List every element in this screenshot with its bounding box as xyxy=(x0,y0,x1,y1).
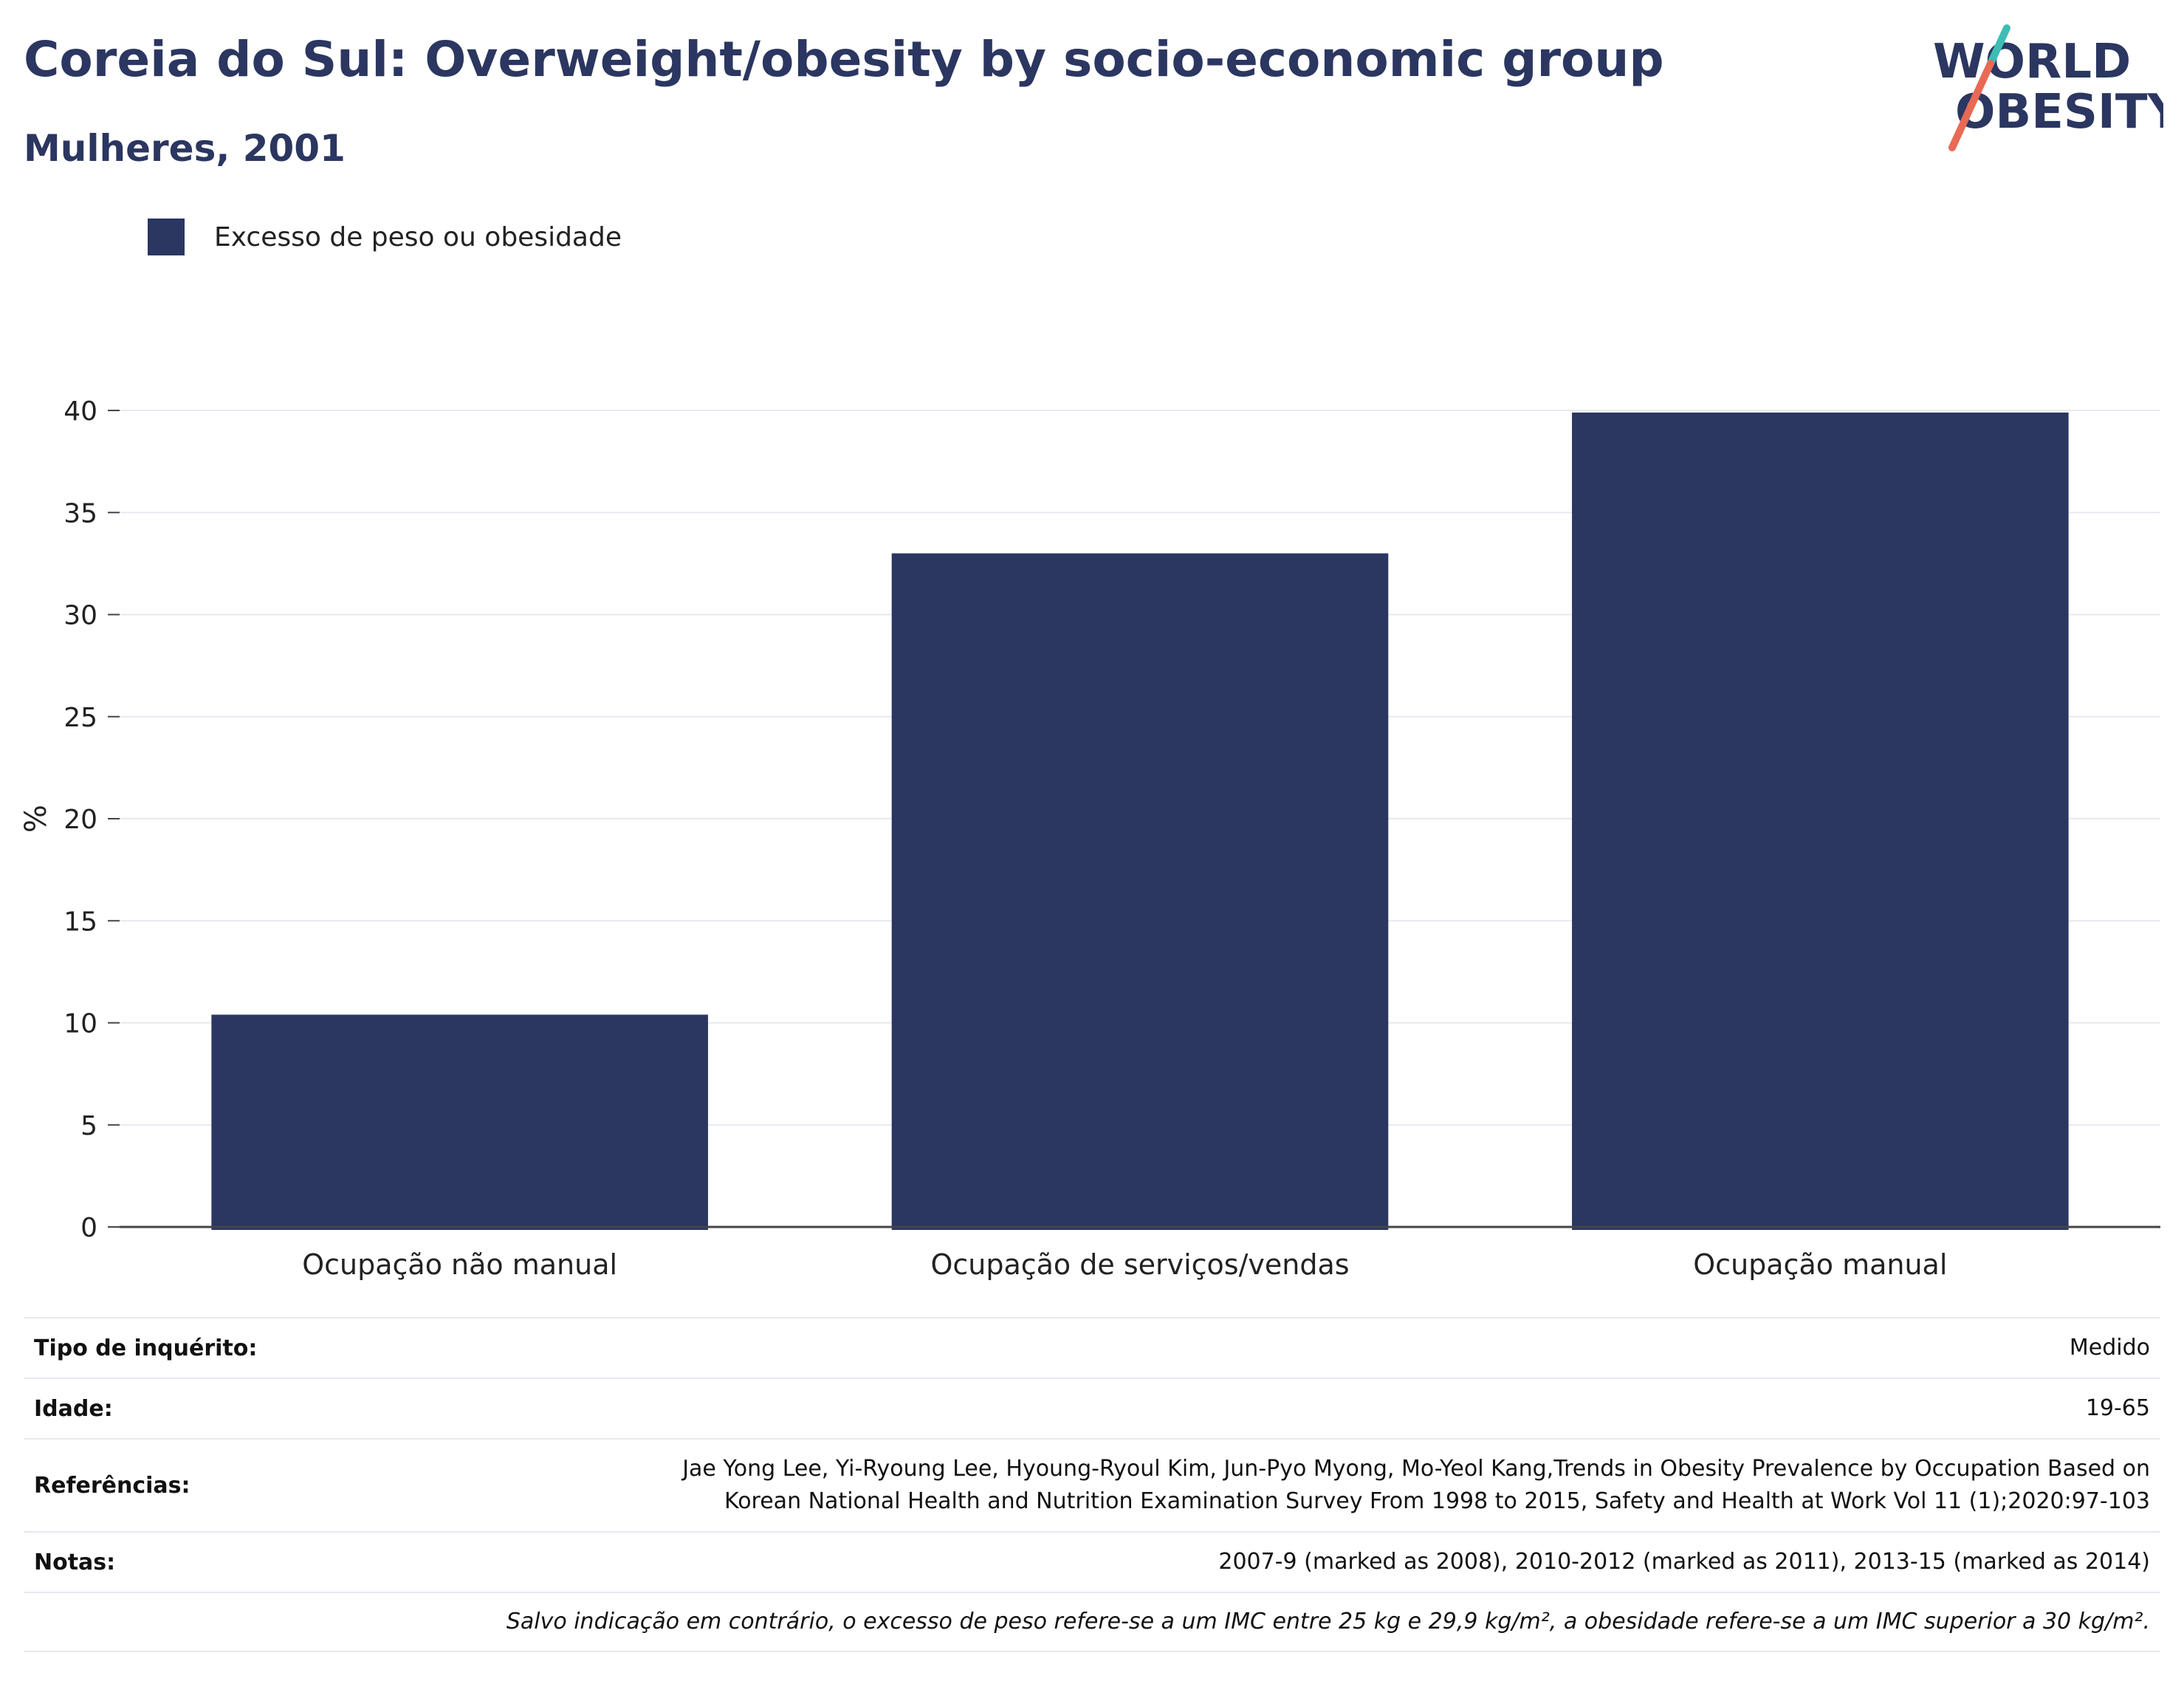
survey-label: Tipo de inquérito: xyxy=(34,1335,258,1361)
references-label: Referências: xyxy=(34,1472,190,1499)
legend-swatch xyxy=(148,219,185,255)
info-table: Tipo de inquérito: Medido Idade: 19-65 R… xyxy=(24,1317,2160,1652)
chart-title: Coreia do Sul: Overweight/obesity by soc… xyxy=(24,31,1664,88)
y-tick-label: 20 xyxy=(63,805,97,835)
bar xyxy=(1572,412,2069,1230)
chart-legend: Excesso de peso ou obesidade xyxy=(148,219,622,255)
logo-word-obesity: OBESITY xyxy=(1955,85,2163,140)
y-tick-label: 5 xyxy=(80,1111,97,1141)
notes-value: 2007-9 (marked as 2008), 2010-2012 (mark… xyxy=(1218,1549,2150,1575)
x-tick-labels: Ocupação não manual Ocupação de serviços/… xyxy=(302,1248,1947,1281)
logo-slash-teal xyxy=(1987,24,2010,67)
references-value: Jae Yong Lee, Yi-Ryoung Lee, Hyoung-Ryou… xyxy=(682,1453,2150,1518)
footnote-text: Salvo indicação em contrário, o excesso … xyxy=(506,1609,2150,1634)
bars xyxy=(211,412,2069,1230)
chart-subtitle: Mulheres, 2001 xyxy=(24,127,346,170)
y-axis-label: % xyxy=(19,805,53,833)
y-tick-label: 30 xyxy=(63,601,97,631)
info-row-age: Idade: 19-65 xyxy=(24,1378,2160,1438)
info-row-footnote: Salvo indicação em contrário, o excesso … xyxy=(24,1592,2160,1652)
logo-word-world: WORLD xyxy=(1933,35,2131,89)
age-label: Idade: xyxy=(34,1395,113,1422)
reference-line-2: Korean National Health and Nutrition Exa… xyxy=(724,1488,2150,1514)
reference-line-1: Jae Yong Lee, Yi-Ryoung Lee, Hyoung-Ryou… xyxy=(682,1456,2150,1482)
x-tick-label: Ocupação de serviços/vendas xyxy=(930,1248,1349,1281)
world-obesity-logo: WORLD OBESITY xyxy=(1933,24,2163,151)
y-tick-labels: 0 5 10 15 20 25 30 35 40 xyxy=(63,396,97,1243)
y-tick-label: 40 xyxy=(63,396,97,427)
y-tick-label: 0 xyxy=(80,1213,97,1243)
info-row-references: Referências: Jae Yong Lee, Yi-Ryoung Lee… xyxy=(24,1438,2160,1531)
bar xyxy=(891,553,1389,1230)
y-tick-label: 15 xyxy=(63,907,97,937)
info-row-survey: Tipo de inquérito: Medido xyxy=(24,1317,2160,1378)
legend-label: Excesso de peso ou obesidade xyxy=(214,221,622,252)
y-tick-label: 10 xyxy=(63,1009,97,1039)
y-tick-label: 35 xyxy=(63,498,97,529)
survey-value: Medido xyxy=(2069,1335,2150,1361)
notes-label: Notas: xyxy=(34,1549,116,1575)
info-row-notes: Notas: 2007-9 (marked as 2008), 2010-201… xyxy=(24,1531,2160,1592)
logo-slash-coral xyxy=(1948,60,1994,151)
bar xyxy=(211,1014,708,1230)
x-tick-label: Ocupação não manual xyxy=(302,1248,617,1281)
x-tick-label: Ocupação manual xyxy=(1693,1248,1947,1281)
age-value: 19-65 xyxy=(2085,1395,2150,1421)
y-tick-label: 25 xyxy=(63,703,97,733)
